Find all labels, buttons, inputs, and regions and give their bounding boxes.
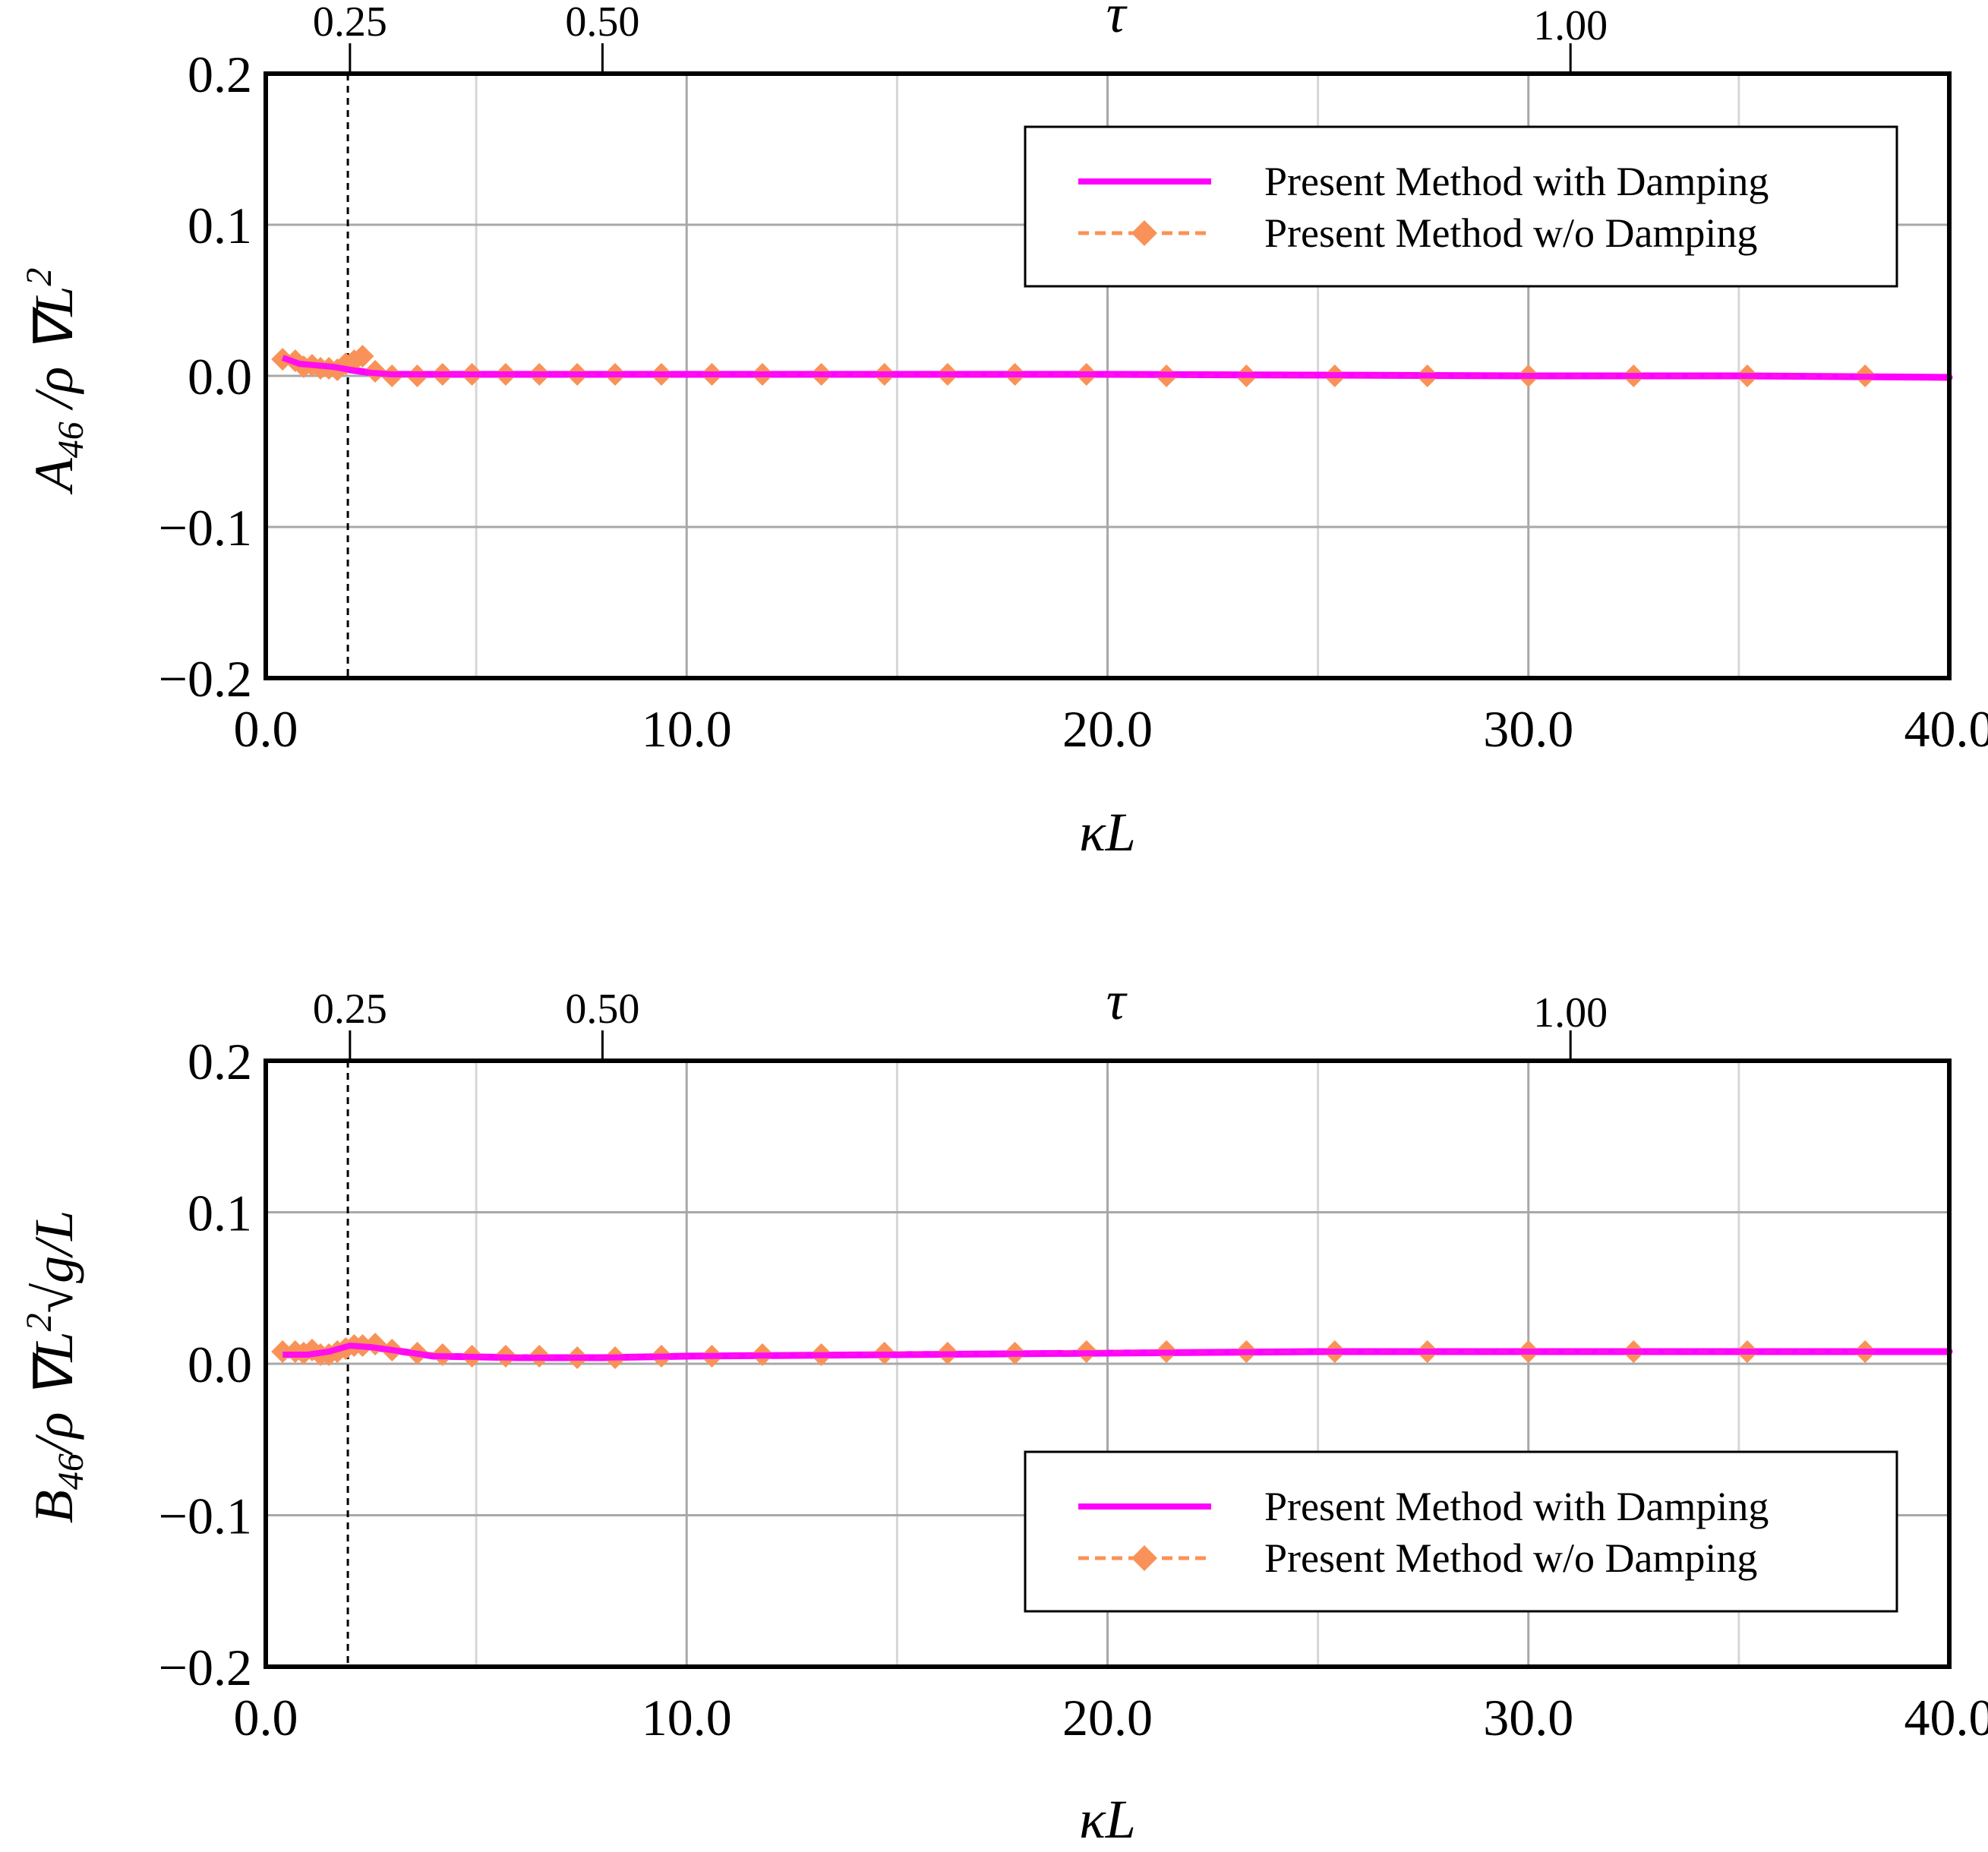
y-tick-label: −0.1 — [159, 1488, 252, 1545]
y-tick-label: 0.0 — [188, 1336, 252, 1393]
top-axis-label: τ — [1106, 0, 1128, 44]
legend-label-with-damping: Present Method with Damping — [1264, 1484, 1769, 1529]
bottom-chart-panel: 0.0 10.0 20.0 30.0 40.0 0.2 0.1 0.0 −0.1 −0.2 0.25… — [19, 970, 1988, 1850]
x-tick-label: 30.0 — [1483, 1689, 1573, 1746]
y-axis-label-tail: √g/L — [24, 1210, 84, 1314]
x-axis-label: κL — [1079, 802, 1136, 863]
x-tick-label: 10.0 — [642, 700, 732, 758]
y-axis-label-superscript: 2 — [19, 268, 59, 286]
y-axis-label-superscript: 2 — [19, 1313, 59, 1331]
top-axis-tick-label: 0.50 — [565, 0, 639, 46]
top-axis-label: τ — [1106, 970, 1128, 1031]
y-tick-label: −0.2 — [159, 1639, 252, 1696]
y-tick-label: 0.2 — [188, 46, 252, 103]
series-line-with-damping-overlay — [281, 355, 1950, 380]
top-chart-panel: 0.0 10.0 20.0 30.0 40.0 0.2 0.1 0.0 −0.1 −0.2 0.25… — [19, 0, 1988, 863]
legend-label-with-damping: Present Method with Damping — [1264, 159, 1769, 204]
x-axis-label: κL — [1079, 1789, 1136, 1850]
legend-diamond-marker — [1131, 1545, 1157, 1571]
y-axis-label-main: B — [24, 1490, 84, 1523]
x-tick-label: 20.0 — [1062, 700, 1153, 758]
top-axis-tick-label: 0.25 — [313, 0, 387, 46]
legend-box — [1024, 125, 1898, 288]
legend-label-without-damping: Present Method w/o Damping — [1264, 1535, 1757, 1581]
legend-box — [1024, 1450, 1898, 1613]
y-axis-label-subscript: 46 — [51, 421, 91, 458]
series-line-with-damping-overlay — [282, 1342, 1949, 1361]
y-tick-label: −0.2 — [159, 650, 252, 708]
y-axis-label-subscript: 46 — [51, 1453, 91, 1490]
legend-label-without-damping: Present Method w/o Damping — [1264, 210, 1757, 256]
x-tick-label: 30.0 — [1483, 700, 1573, 758]
x-tick-label: 0.0 — [234, 1689, 298, 1746]
y-axis-label: A46 /ρ ∇L2 — [19, 268, 91, 495]
x-tick-label: 40.0 — [1904, 1689, 1988, 1746]
legend-diamond-marker — [1131, 220, 1157, 246]
x-tick-label: 10.0 — [642, 1689, 732, 1746]
y-axis-label-main: A — [24, 457, 84, 494]
data-point-marker — [351, 345, 374, 368]
y-axis-label-rest: /ρ ∇L — [24, 286, 84, 422]
x-tick-label: 20.0 — [1062, 1689, 1153, 1746]
y-tick-label: 0.1 — [188, 197, 252, 254]
y-tick-label: 0.2 — [188, 1033, 252, 1090]
y-tick-label: 0.0 — [188, 348, 252, 405]
top-axis-tick-label: 0.50 — [565, 986, 639, 1033]
y-tick-label: 0.1 — [188, 1185, 252, 1242]
plot-frame — [263, 1059, 1952, 1669]
y-tick-label: −0.1 — [159, 499, 252, 557]
x-tick-label: 0.0 — [234, 700, 298, 758]
top-axis-tick-label: 1.00 — [1533, 2, 1608, 49]
top-axis-tick-label: 1.00 — [1533, 989, 1608, 1036]
y-axis-label-rest: /ρ ∇L — [24, 1331, 84, 1456]
top-axis-tick-label: 0.25 — [313, 986, 387, 1033]
plot-frame — [263, 71, 1952, 680]
x-tick-label: 40.0 — [1904, 700, 1988, 758]
y-axis-label: B46/ρ ∇L2√g/L — [19, 1210, 91, 1523]
